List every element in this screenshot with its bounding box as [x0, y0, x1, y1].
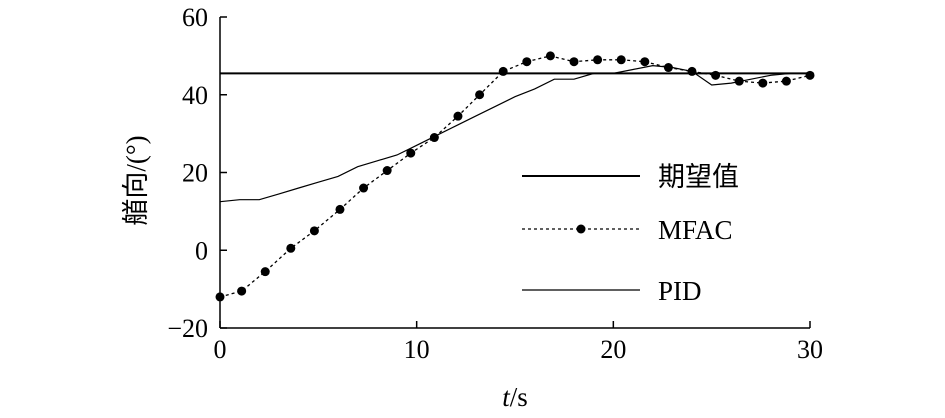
mfac-point [475, 90, 485, 100]
x-axis-label-var: t [502, 382, 511, 412]
mfac-point [781, 76, 791, 86]
x-tick-label: 0 [214, 335, 227, 364]
y-axis-label: 艏向/(°) [121, 135, 151, 225]
mfac-point [711, 70, 721, 80]
mfac-point [335, 204, 345, 214]
mfac-point [453, 111, 463, 121]
legend-label: PID [658, 276, 702, 306]
mfac-point [382, 166, 392, 176]
mfac-point [805, 70, 815, 80]
mfac-point [498, 66, 508, 76]
legend: 期望值 MFAC PID [522, 162, 739, 306]
mfac-point [593, 55, 603, 65]
y-tick-label: 20 [182, 159, 208, 188]
x-tick-label: 10 [404, 335, 430, 364]
mfac-point [545, 51, 555, 61]
legend-label: MFAC [658, 215, 733, 245]
mfac-point [309, 226, 319, 236]
y-tick-label: −20 [167, 314, 208, 343]
mfac-point [569, 57, 579, 67]
mfac-point [237, 286, 247, 296]
mfac-point [616, 55, 626, 65]
legend-label: 期望值 [658, 162, 739, 192]
mfac-point [640, 57, 650, 67]
y-tick-label: 0 [195, 236, 208, 265]
y-tick-label: 60 [182, 3, 208, 32]
x-axis-label-unit: /s [510, 382, 528, 412]
mfac-point [215, 292, 225, 302]
mfac-point [359, 183, 369, 193]
x-axis-label: t/s [502, 382, 528, 412]
y-tick-label: 40 [182, 81, 208, 110]
x-tick-label: 20 [600, 335, 626, 364]
mfac-point [522, 57, 532, 67]
series-line-solid-thin [219, 64, 810, 203]
mfac-point [758, 78, 768, 88]
series-layer [215, 51, 815, 302]
x-tick-label: 30 [797, 335, 823, 364]
mfac-point [286, 243, 296, 253]
mfac-point [406, 148, 416, 158]
mfac-point [260, 267, 270, 277]
legend-marker [576, 224, 586, 234]
